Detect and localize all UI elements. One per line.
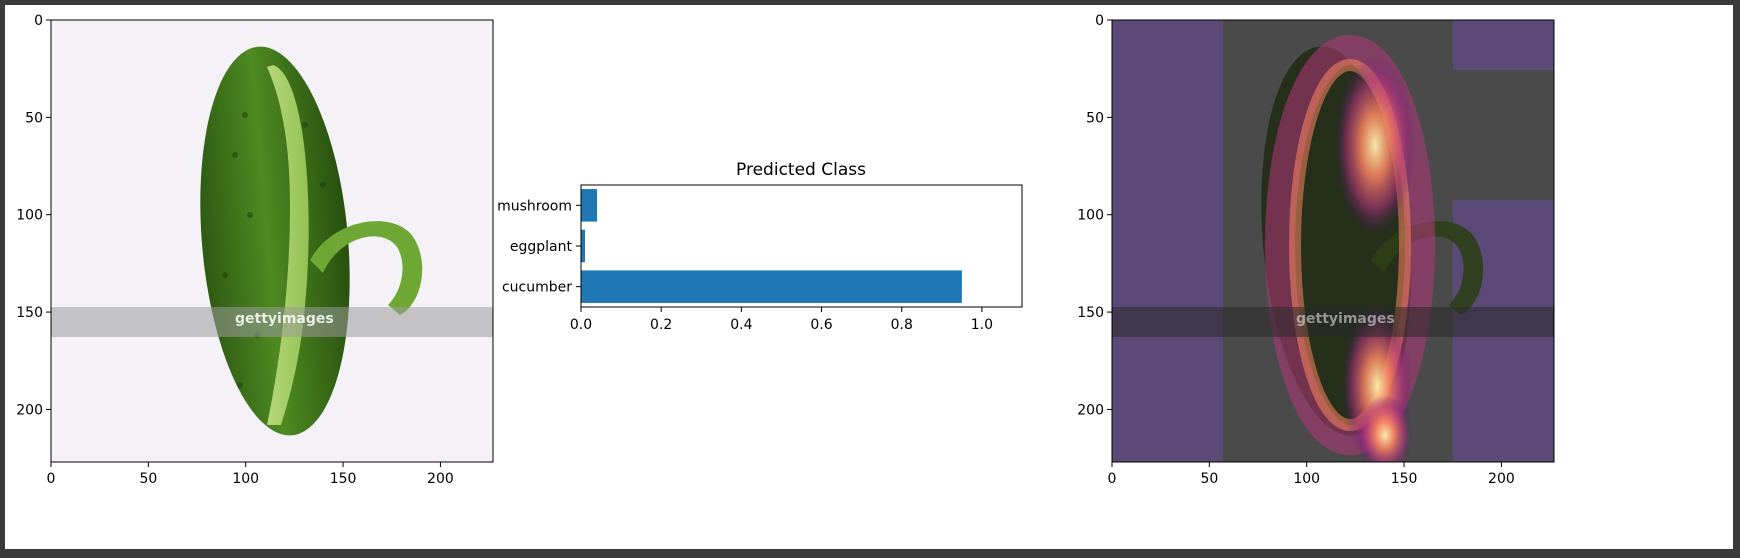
left-xtick-label: 100 xyxy=(232,471,259,487)
bar-xtick-label: 0.0 xyxy=(570,317,592,333)
left-ytick-label: 0 xyxy=(34,13,43,29)
bar-y-axis: mushroom eggplant cucumber xyxy=(497,198,581,296)
right-ytick-label: 200 xyxy=(1077,402,1104,418)
right-y-axis: 0 50 100 150 200 xyxy=(1077,13,1112,418)
watermark-text-heatmap: gettyimages xyxy=(1296,311,1395,327)
cucumber-image: gettyimages xyxy=(51,20,493,462)
category-label-mushroom: mushroom xyxy=(497,198,572,214)
left-x-axis: 0 50 100 150 200 xyxy=(47,462,454,487)
right-xtick-label: 200 xyxy=(1488,471,1515,487)
left-xtick-label: 150 xyxy=(330,471,357,487)
chart-title: Predicted Class xyxy=(736,160,866,180)
left-xtick-label: 200 xyxy=(427,471,454,487)
right-xtick-label: 150 xyxy=(1391,471,1418,487)
bar-xtick-label: 1.0 xyxy=(971,317,993,333)
right-x-axis: 0 50 100 150 200 xyxy=(1108,462,1515,487)
right-xtick-label: 0 xyxy=(1108,471,1117,487)
bar-eggplant xyxy=(581,229,586,263)
category-label-cucumber: cucumber xyxy=(502,280,572,296)
bar-cucumber xyxy=(581,270,962,303)
right-ytick-label: 100 xyxy=(1077,208,1104,224)
right-xtick-label: 100 xyxy=(1293,471,1320,487)
right-heatmap-panel: gettyimages 0 50 100 150 200 0 50 100 150 200 xyxy=(1077,13,1555,487)
figure: gettyimages 0 50 100 150 200 0 50 100 150 200 Pr… xyxy=(5,5,1733,549)
left-xtick-label: 50 xyxy=(139,471,157,487)
heatmap-image: gettyimages xyxy=(1112,20,1554,462)
right-ytick-label: 50 xyxy=(1086,110,1104,126)
right-xtick-label: 50 xyxy=(1200,471,1218,487)
bar-chart-panel: Predicted Class 0.0 0.2 0.4 0.6 0.8 1.0 mushr… xyxy=(497,160,1023,333)
left-y-axis: 0 50 100 150 200 xyxy=(16,13,51,418)
bar-xtick-label: 0.4 xyxy=(730,317,752,333)
left-image-panel: gettyimages 0 50 100 150 200 0 50 100 150 200 xyxy=(16,13,494,487)
category-label-eggplant: eggplant xyxy=(510,239,573,255)
right-ytick-label: 0 xyxy=(1095,13,1104,29)
watermark-text: gettyimages xyxy=(235,311,334,327)
bar-xtick-label: 0.8 xyxy=(891,317,913,333)
bars xyxy=(581,189,962,303)
bar-mushroom xyxy=(581,189,598,222)
bar-x-axis: 0.0 0.2 0.4 0.6 0.8 1.0 xyxy=(570,307,993,333)
bar-xtick-label: 0.6 xyxy=(810,317,832,333)
figure-canvas: gettyimages 0 50 100 150 200 0 50 100 150 200 Pr… xyxy=(16,13,1555,487)
left-ytick-label: 150 xyxy=(16,305,43,321)
left-ytick-label: 50 xyxy=(25,110,43,126)
bar-xtick-label: 0.2 xyxy=(650,317,672,333)
right-ytick-label: 150 xyxy=(1077,305,1104,321)
left-ytick-label: 100 xyxy=(16,208,43,224)
left-ytick-label: 200 xyxy=(16,402,43,418)
left-xtick-label: 0 xyxy=(47,471,56,487)
